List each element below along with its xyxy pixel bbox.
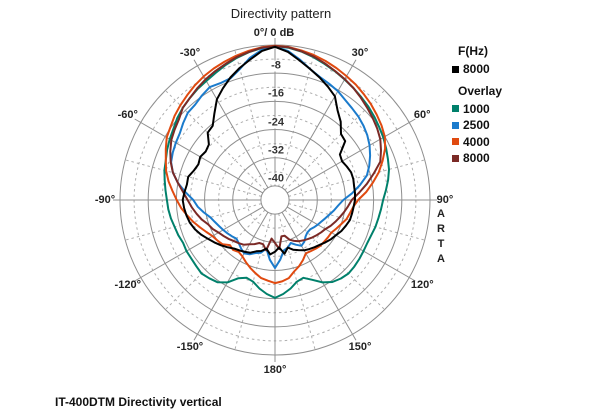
angle-label--60: -60° (117, 109, 138, 121)
legend-item-overlay-1000: 1000 (452, 101, 502, 118)
grid-radial-solid (281, 211, 357, 341)
db-label-16: -16 (266, 87, 286, 100)
legend-item-overlay-2500: 2500 (452, 117, 502, 134)
legend-item-label: 1000 (463, 101, 490, 116)
grid-radial-solid (193, 211, 269, 341)
db-label-32: -32 (266, 144, 286, 157)
legend: F(Hz) 8000 Overlay 1000 2500 4000 8000 (452, 44, 502, 167)
angle-label--90: -90° (94, 194, 116, 206)
angle-label--120: -120° (114, 279, 141, 291)
legend-item-overlay-8000: 8000 (452, 150, 502, 167)
db-label-8: -8 (269, 59, 283, 72)
grid-radial-dashed (284, 209, 385, 310)
legend-item-overlay-4000: 4000 (452, 134, 502, 151)
grid-radial-solid (286, 118, 416, 194)
legend-item-label: 4000 (463, 134, 490, 149)
arta-watermark: A R T A (437, 208, 445, 265)
db-label-24: -24 (266, 116, 286, 129)
legend-swatch-orange (452, 138, 459, 146)
grid-circle-solid (260, 185, 290, 215)
grid-radial-solid (134, 118, 264, 194)
grid-radial-dashed (165, 209, 266, 310)
grid-radial-dashed (234, 50, 272, 187)
legend-swatch-maroon (452, 154, 459, 162)
grid-radial-dashed (288, 159, 425, 197)
grid-radial-dashed (278, 50, 316, 187)
grid-radial-solid (281, 59, 357, 189)
grid-radial-dashed (125, 159, 262, 197)
angle-label-90: 90° (436, 194, 454, 206)
grid-radial-dashed (234, 213, 272, 350)
legend-item-current-8000: 8000 (452, 61, 502, 78)
legend-item-label: 8000 (463, 151, 490, 165)
angle-label-60: 60° (413, 109, 431, 121)
figure-caption: IT-400DTM Directivity vertical (55, 395, 222, 409)
angle-label-180: 180° (263, 364, 287, 376)
chart-title: Directivity pattern (230, 6, 332, 21)
db-label-40: -40 (266, 172, 286, 185)
curve-fhz-8000 (181, 45, 356, 256)
legend-frequency-title: F(Hz) (458, 44, 488, 58)
legend-swatch-black (452, 65, 459, 73)
angle-label--150: -150° (176, 341, 204, 354)
grid-radial-solid (286, 206, 416, 282)
legend-swatch-teal (452, 105, 459, 113)
grid-radial-dashed (125, 203, 262, 241)
zero-degree-zero-db-label: 0°/ 0 dB (253, 27, 295, 39)
legend-overlay-title: Overlay (458, 83, 503, 98)
angle-label-30: 30° (351, 46, 369, 59)
legend-item-label: 8000 (463, 62, 490, 76)
angle-label-120: 120° (410, 279, 434, 291)
legend-swatch-blue (452, 121, 459, 129)
angle-label-150: 150° (348, 341, 372, 354)
angle-label--30: -30° (179, 46, 201, 59)
legend-item-label: 2500 (463, 118, 490, 132)
grid-radial-solid (134, 206, 264, 282)
grid-radial-dashed (288, 203, 425, 241)
grid-radial-dashed (165, 90, 266, 191)
